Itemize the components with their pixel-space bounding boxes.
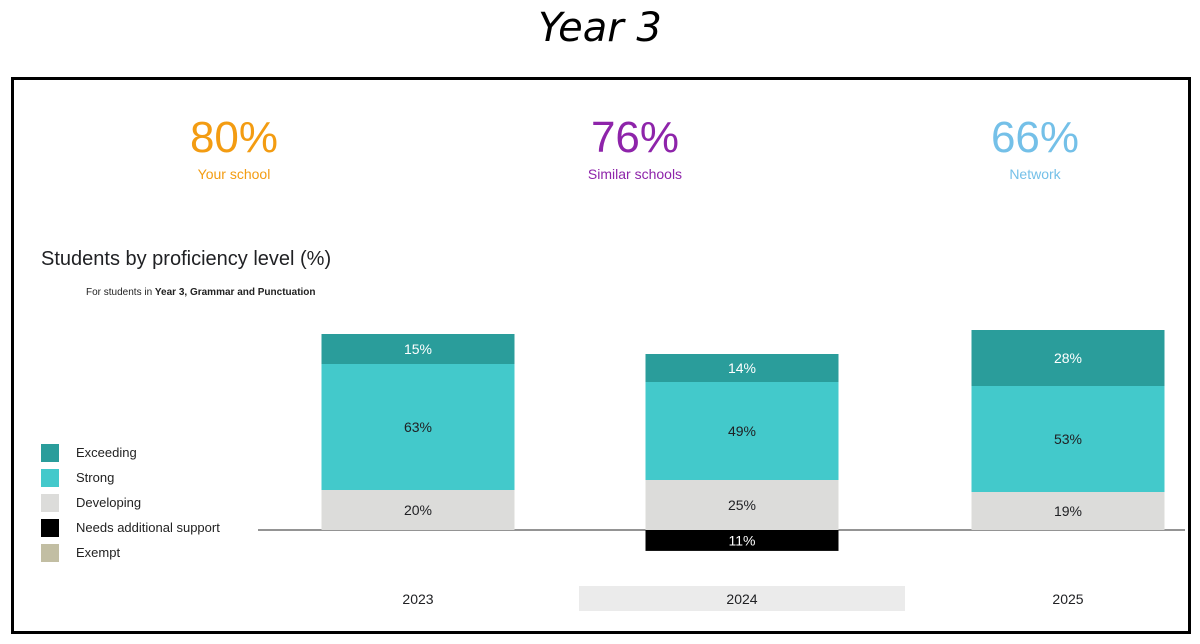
bar-strong-2023 <box>321 364 515 490</box>
bar-exceeding-2024 <box>645 354 839 382</box>
bar-needs-additional-support-2024 <box>645 530 839 551</box>
bar-label-exceeding-2023: 15% <box>404 341 432 357</box>
legend-label: Exempt <box>76 545 121 560</box>
bar-label-developing-2024: 25% <box>728 497 756 513</box>
bar-developing-2023 <box>321 490 515 530</box>
legend-swatch <box>41 444 59 462</box>
legend-swatch <box>41 544 59 562</box>
chart-subtitle-bold: Year 3, Grammar and Punctuation <box>154 287 316 298</box>
legend-label: Exceeding <box>76 445 137 460</box>
kpi-similar-schools: 76% Similar schools <box>505 112 765 183</box>
bar-label-strong-2023: 63% <box>404 419 432 435</box>
bar-label-developing-2025: 19% <box>1054 503 1082 519</box>
bar-label-exceeding-2025: 28% <box>1054 350 1082 366</box>
legend-swatch <box>41 494 59 512</box>
chart-subtitle-prefix: For students in <box>86 287 155 298</box>
x-tick-label-2025: 2025 <box>1052 591 1083 607</box>
legend-label: Needs additional support <box>76 520 220 535</box>
highlight-band <box>579 586 905 611</box>
bar-label-needs-additional-support-2024: 11% <box>729 532 756 548</box>
bar-exceeding-2023 <box>321 334 515 364</box>
bar-label-exceeding-2024: 14% <box>728 360 756 376</box>
kpi-value: 80% <box>189 113 279 162</box>
chart-subtitle: For students in Year 3, Grammar and Punc… <box>86 286 316 300</box>
bar-developing-2024 <box>645 480 839 530</box>
bar-strong-2024 <box>645 382 839 480</box>
legend-label: Developing <box>76 495 142 510</box>
bar-label-strong-2024: 49% <box>728 423 756 439</box>
x-tick-label-2023: 2023 <box>402 591 433 607</box>
kpi-value: 76% <box>590 113 680 162</box>
legend-label: Strong <box>76 470 115 485</box>
kpi-label: Network <box>1009 166 1061 182</box>
kpi-label: Your school <box>197 166 271 182</box>
legend-swatch <box>41 469 59 487</box>
kpi-your-school: 80% Your school <box>104 112 364 183</box>
legend-swatch <box>41 519 59 537</box>
bar-strong-2025 <box>971 386 1165 492</box>
kpi-network: 66% Network <box>905 112 1165 183</box>
kpi-label: Similar schools <box>587 166 683 182</box>
page-title: Year 3 <box>538 5 662 51</box>
bar-exceeding-2025 <box>971 330 1165 386</box>
bar-label-strong-2025: 53% <box>1054 431 1082 447</box>
kpi-value: 66% <box>990 113 1080 162</box>
chart-title: Students by proficiency level (%) <box>41 248 332 270</box>
x-tick-label-2024: 2024 <box>726 591 757 607</box>
bar-developing-2025 <box>971 492 1165 530</box>
bar-label-developing-2023: 20% <box>404 502 432 518</box>
